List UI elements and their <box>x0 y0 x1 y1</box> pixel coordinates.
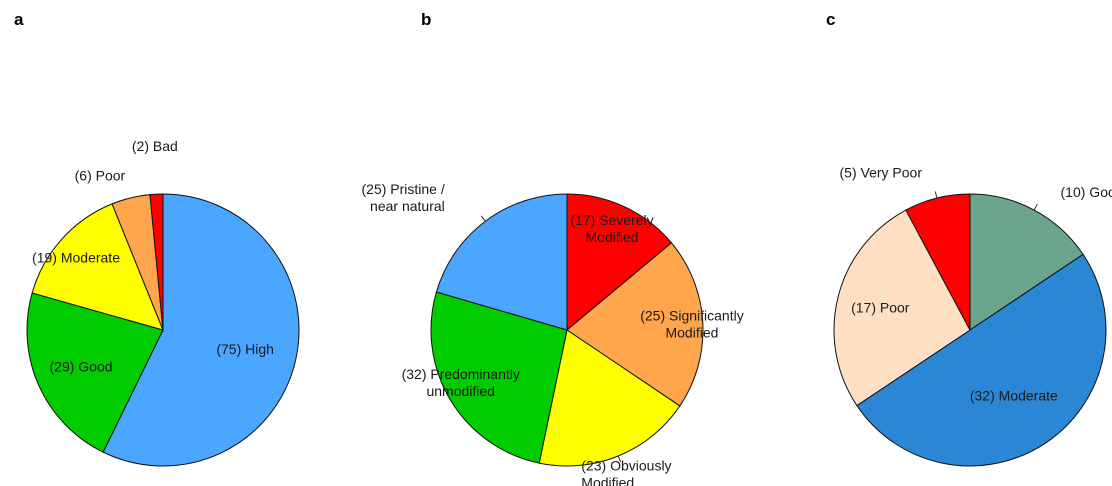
pie-slice <box>566 242 704 407</box>
pie-slice <box>833 209 971 407</box>
pie-slice-label: (29) Good <box>50 359 113 375</box>
pie-slice-label: (32) Moderate <box>970 388 1058 404</box>
pie-slice-label: (17) Severely Modified <box>570 212 653 245</box>
pie-slice-label: (32) Predominantly unmodified <box>402 366 520 399</box>
pie-label-leader <box>1033 203 1038 211</box>
pie-slice <box>31 203 164 331</box>
pie-slice <box>149 193 164 331</box>
panel-letter-c: c <box>826 10 836 29</box>
panel-letter-b: b <box>421 10 432 29</box>
pie-slice-label: (25) Significantly Modified <box>640 308 744 341</box>
pie-chart-c: (10) Good (32) Moderate (17) Poor (5) Very … <box>833 164 1112 467</box>
pie-label-leader <box>617 455 622 463</box>
pie-label-leader <box>934 191 938 199</box>
pie-slice <box>430 291 568 464</box>
pie-slice-label: (25) Pristine / near natural <box>362 181 445 214</box>
panel-letter-a: a <box>14 10 24 29</box>
pie-chart-a: (75) High (29) Good (19) Moderate (6) Poor (… <box>26 138 300 467</box>
pie-slice <box>26 292 164 453</box>
pie-slice-label: (75) High <box>216 341 274 357</box>
pie-slice <box>538 329 681 467</box>
pie-slice-label: (23) Obviously Modified <box>581 458 671 486</box>
pie-slice-label: (2) Bad <box>132 138 178 154</box>
pie-slice <box>905 193 971 331</box>
pie-slice-label: (17) Poor <box>851 300 910 316</box>
pie-slice <box>102 193 300 467</box>
pie-slice <box>435 193 568 331</box>
pie-slice-label: (10) Good <box>1061 184 1112 200</box>
pie-label-leader <box>480 215 486 222</box>
pie-slice-label: (6) Poor <box>75 167 126 183</box>
pie-chart-b: (17) Severely Modified (25) Significantly M… <box>362 181 744 486</box>
pie-slice-label: (19) Moderate <box>32 249 120 265</box>
pie-slice-label: (5) Very Poor <box>840 164 923 180</box>
pie-slice <box>566 193 673 332</box>
pie-slice <box>856 253 1107 467</box>
